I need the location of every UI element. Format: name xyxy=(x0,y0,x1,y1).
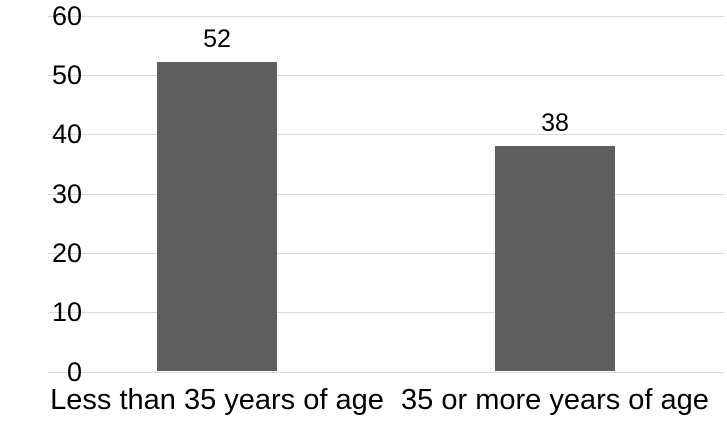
plot-area: 0 10 20 30 40 50 60 52 38 xyxy=(48,2,724,385)
gridline-y-30 xyxy=(48,193,724,195)
y-tick-label-60: 60 xyxy=(51,0,82,31)
y-tick-label-40: 40 xyxy=(51,119,82,150)
gridline-y-40 xyxy=(48,134,724,136)
category-label-1: 35 or more years of age xyxy=(401,384,709,416)
gridline-y-10 xyxy=(48,312,724,314)
gridline-y-20 xyxy=(48,252,724,254)
y-tick-label-20: 20 xyxy=(51,237,82,268)
gridline-y-60 xyxy=(48,15,724,17)
category-label-0: Less than 35 years of age xyxy=(50,384,384,416)
y-tick-label-50: 50 xyxy=(51,59,82,90)
gridline-y-50 xyxy=(48,74,724,76)
y-tick-label-30: 30 xyxy=(51,178,82,209)
bar-1 xyxy=(495,145,615,371)
y-tick-label-10: 10 xyxy=(51,297,82,328)
data-label-1: 38 xyxy=(541,108,569,137)
data-label-0: 52 xyxy=(203,25,231,54)
y-tick-label-0: 0 xyxy=(66,356,82,387)
gridline-y-0 xyxy=(48,371,724,373)
bar-0 xyxy=(157,62,277,371)
x-axis: Less than 35 years of age 35 or more year… xyxy=(48,384,724,420)
